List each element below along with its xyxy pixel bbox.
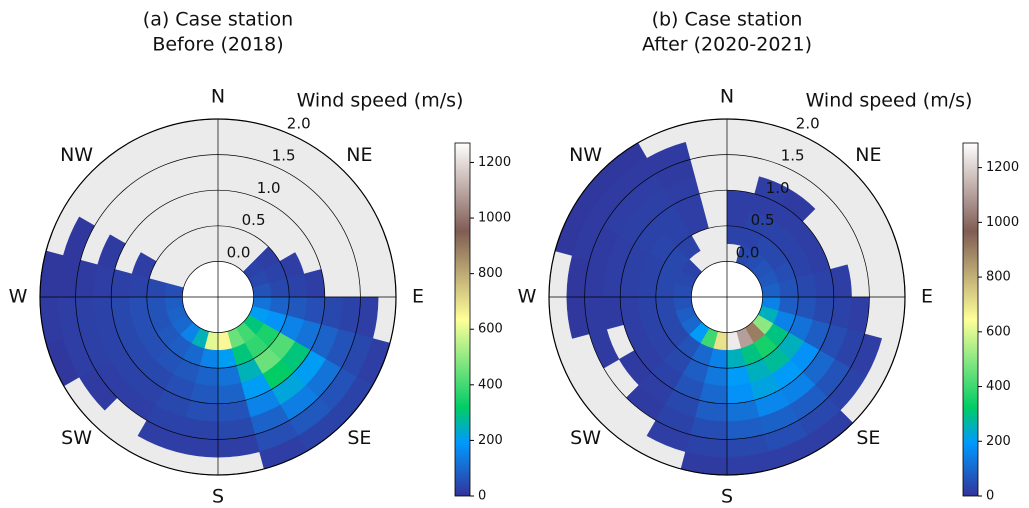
chart-subtitle: After (2020-2021) xyxy=(642,34,812,56)
theta-label: SE xyxy=(347,427,371,449)
r-axis-label: Wind speed (m/s) xyxy=(806,90,973,112)
heat-cell xyxy=(726,189,755,212)
r-tick-label: 0.5 xyxy=(751,211,775,229)
r-tick-label: 1.5 xyxy=(781,147,805,165)
r-axis-label: Wind speed (m/s) xyxy=(297,90,464,112)
r-tick-label: 2.0 xyxy=(287,114,311,132)
colorbar-tick-label: 200 xyxy=(986,434,1011,449)
chart-subtitle: Before (2018) xyxy=(152,34,283,56)
r-tick-label: 1.0 xyxy=(257,179,281,197)
theta-label: NW xyxy=(569,144,602,166)
heat-cell xyxy=(303,296,326,325)
heat-cell xyxy=(812,296,835,325)
heat-cell xyxy=(619,296,642,325)
heat-cell xyxy=(303,269,326,298)
colorbar-tick-label: 0 xyxy=(478,489,486,504)
r-tick-label: 1.5 xyxy=(272,147,296,165)
theta-label: E xyxy=(921,286,933,308)
colorbar-tick-label: 800 xyxy=(986,270,1011,285)
theta-label: N xyxy=(211,86,225,108)
theta-label: S xyxy=(212,486,224,508)
r-tick-label: 1.0 xyxy=(766,179,790,197)
colorbar-tick-label: 1000 xyxy=(478,211,511,226)
heat-cell xyxy=(217,382,246,405)
colorbar xyxy=(962,142,979,497)
colorbar-tick-label: 600 xyxy=(986,324,1011,339)
r-tick-label: 2.0 xyxy=(796,114,820,132)
theta-label: NW xyxy=(60,144,93,166)
r-tick-label: 0.0 xyxy=(227,243,251,261)
colorbar-tick-label: 1200 xyxy=(478,155,511,170)
colorbar-tick-label: 1200 xyxy=(986,160,1019,175)
theta-label: NE xyxy=(346,144,372,166)
theta-label: W xyxy=(9,286,28,308)
colorbar-tick-label: 400 xyxy=(986,379,1011,394)
colorbar-tick-label: 400 xyxy=(478,377,503,392)
r-tick-label: 0.5 xyxy=(242,211,266,229)
heat-cell xyxy=(110,296,133,325)
heat-cell xyxy=(812,269,835,298)
colorbar-tick-label: 0 xyxy=(986,489,994,504)
r-tick-label: 0.0 xyxy=(736,243,760,261)
heat-cell xyxy=(699,382,728,405)
colorbar-tick-label: 800 xyxy=(478,266,503,281)
theta-label: SE xyxy=(856,427,880,449)
chart-title: (a) Case station xyxy=(143,9,293,31)
theta-label: W xyxy=(518,286,537,308)
cells xyxy=(554,141,883,476)
colorbar-tick-label: 200 xyxy=(478,433,503,448)
theta-label: S xyxy=(721,486,733,508)
theta-label: NE xyxy=(855,144,881,166)
heat-cell xyxy=(190,382,219,405)
colorbar xyxy=(454,142,471,497)
chart-title: (b) Case station xyxy=(652,9,803,31)
theta-label: N xyxy=(720,86,734,108)
theta-label: SW xyxy=(570,427,601,449)
theta-label: E xyxy=(412,286,424,308)
heat-cell xyxy=(110,269,133,298)
polar-frame xyxy=(39,118,397,476)
heat-cell xyxy=(726,382,755,405)
polar-frame xyxy=(548,118,906,476)
heat-cell xyxy=(619,269,642,298)
colorbar-tick-label: 1000 xyxy=(986,215,1019,230)
theta-label: SW xyxy=(61,427,92,449)
colorbar-tick-label: 600 xyxy=(478,322,503,337)
